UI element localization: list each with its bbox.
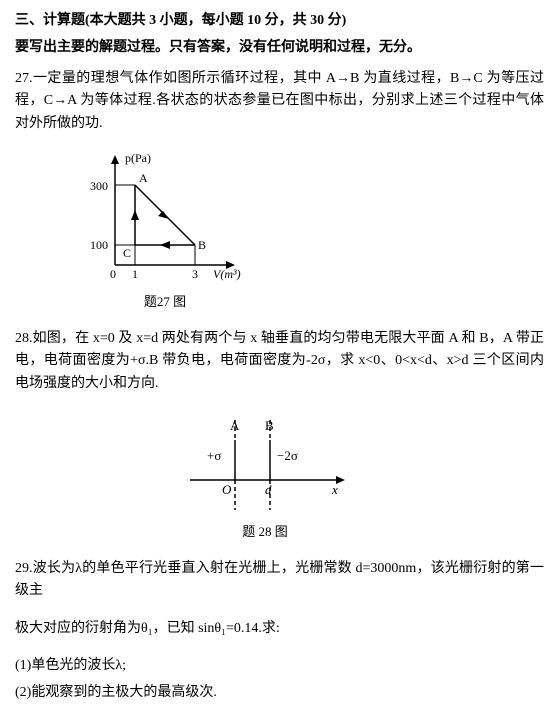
problem-29-sub2: (2)能观察到的主极大的最高级次.: [15, 682, 544, 704]
xtick-3: 3: [192, 267, 198, 281]
point-C: C: [123, 246, 131, 260]
problem-27: 27.一定量的理想气体作如图所示循环过程，其中 A→B 为直线过程，B→C 为等…: [15, 68, 544, 135]
figure-27: p(Pa) 300 100 0 1 3 V(m³) A B C 题27 图: [75, 150, 255, 313]
xtick-0: 0: [110, 267, 116, 281]
point-A: A: [139, 171, 148, 185]
label-d: d: [265, 482, 272, 497]
problem-29-sub1: (1)单色光的波长λ;: [15, 655, 544, 677]
chart-27: p(Pa) 300 100 0 1 3 V(m³) A B C: [85, 150, 245, 290]
chart-28: A B +σ −2σ O d x: [180, 410, 350, 520]
axis-x: x: [331, 482, 338, 497]
ytick-100: 100: [90, 238, 108, 252]
y-axis-label: p(Pa): [125, 151, 151, 165]
problem-28: 28.如图，在 x=0 及 x=d 两处有两个与 x 轴垂直的均匀带电无限大平面…: [15, 328, 544, 395]
sigma-B: −2σ: [277, 448, 298, 463]
origin-O: O: [222, 482, 232, 497]
x-axis-label: V(m³): [213, 267, 241, 281]
plane-A: A: [230, 418, 240, 433]
point-B: B: [198, 238, 206, 252]
plane-B: B: [265, 418, 274, 433]
ytick-300: 300: [90, 179, 108, 193]
figure-28-caption: 题 28 图: [175, 522, 355, 543]
instruction: 要写出主要的解题过程。只有答案，没有任何说明和过程，无分。: [15, 37, 544, 59]
problem-29-line1: 29.波长为λ的单色平行光垂直入射在光栅上，光栅常数 d=3000nm，该光栅衍…: [15, 558, 544, 603]
figure-28: A B +σ −2σ O d x 题 28 图: [175, 410, 355, 543]
xtick-1: 1: [132, 267, 138, 281]
section-header: 三、计算题(本大题共 3 小题，每小题 10 分，共 30 分): [15, 10, 544, 32]
figure-27-caption: 题27 图: [75, 292, 255, 313]
sigma-A: +σ: [207, 448, 221, 463]
